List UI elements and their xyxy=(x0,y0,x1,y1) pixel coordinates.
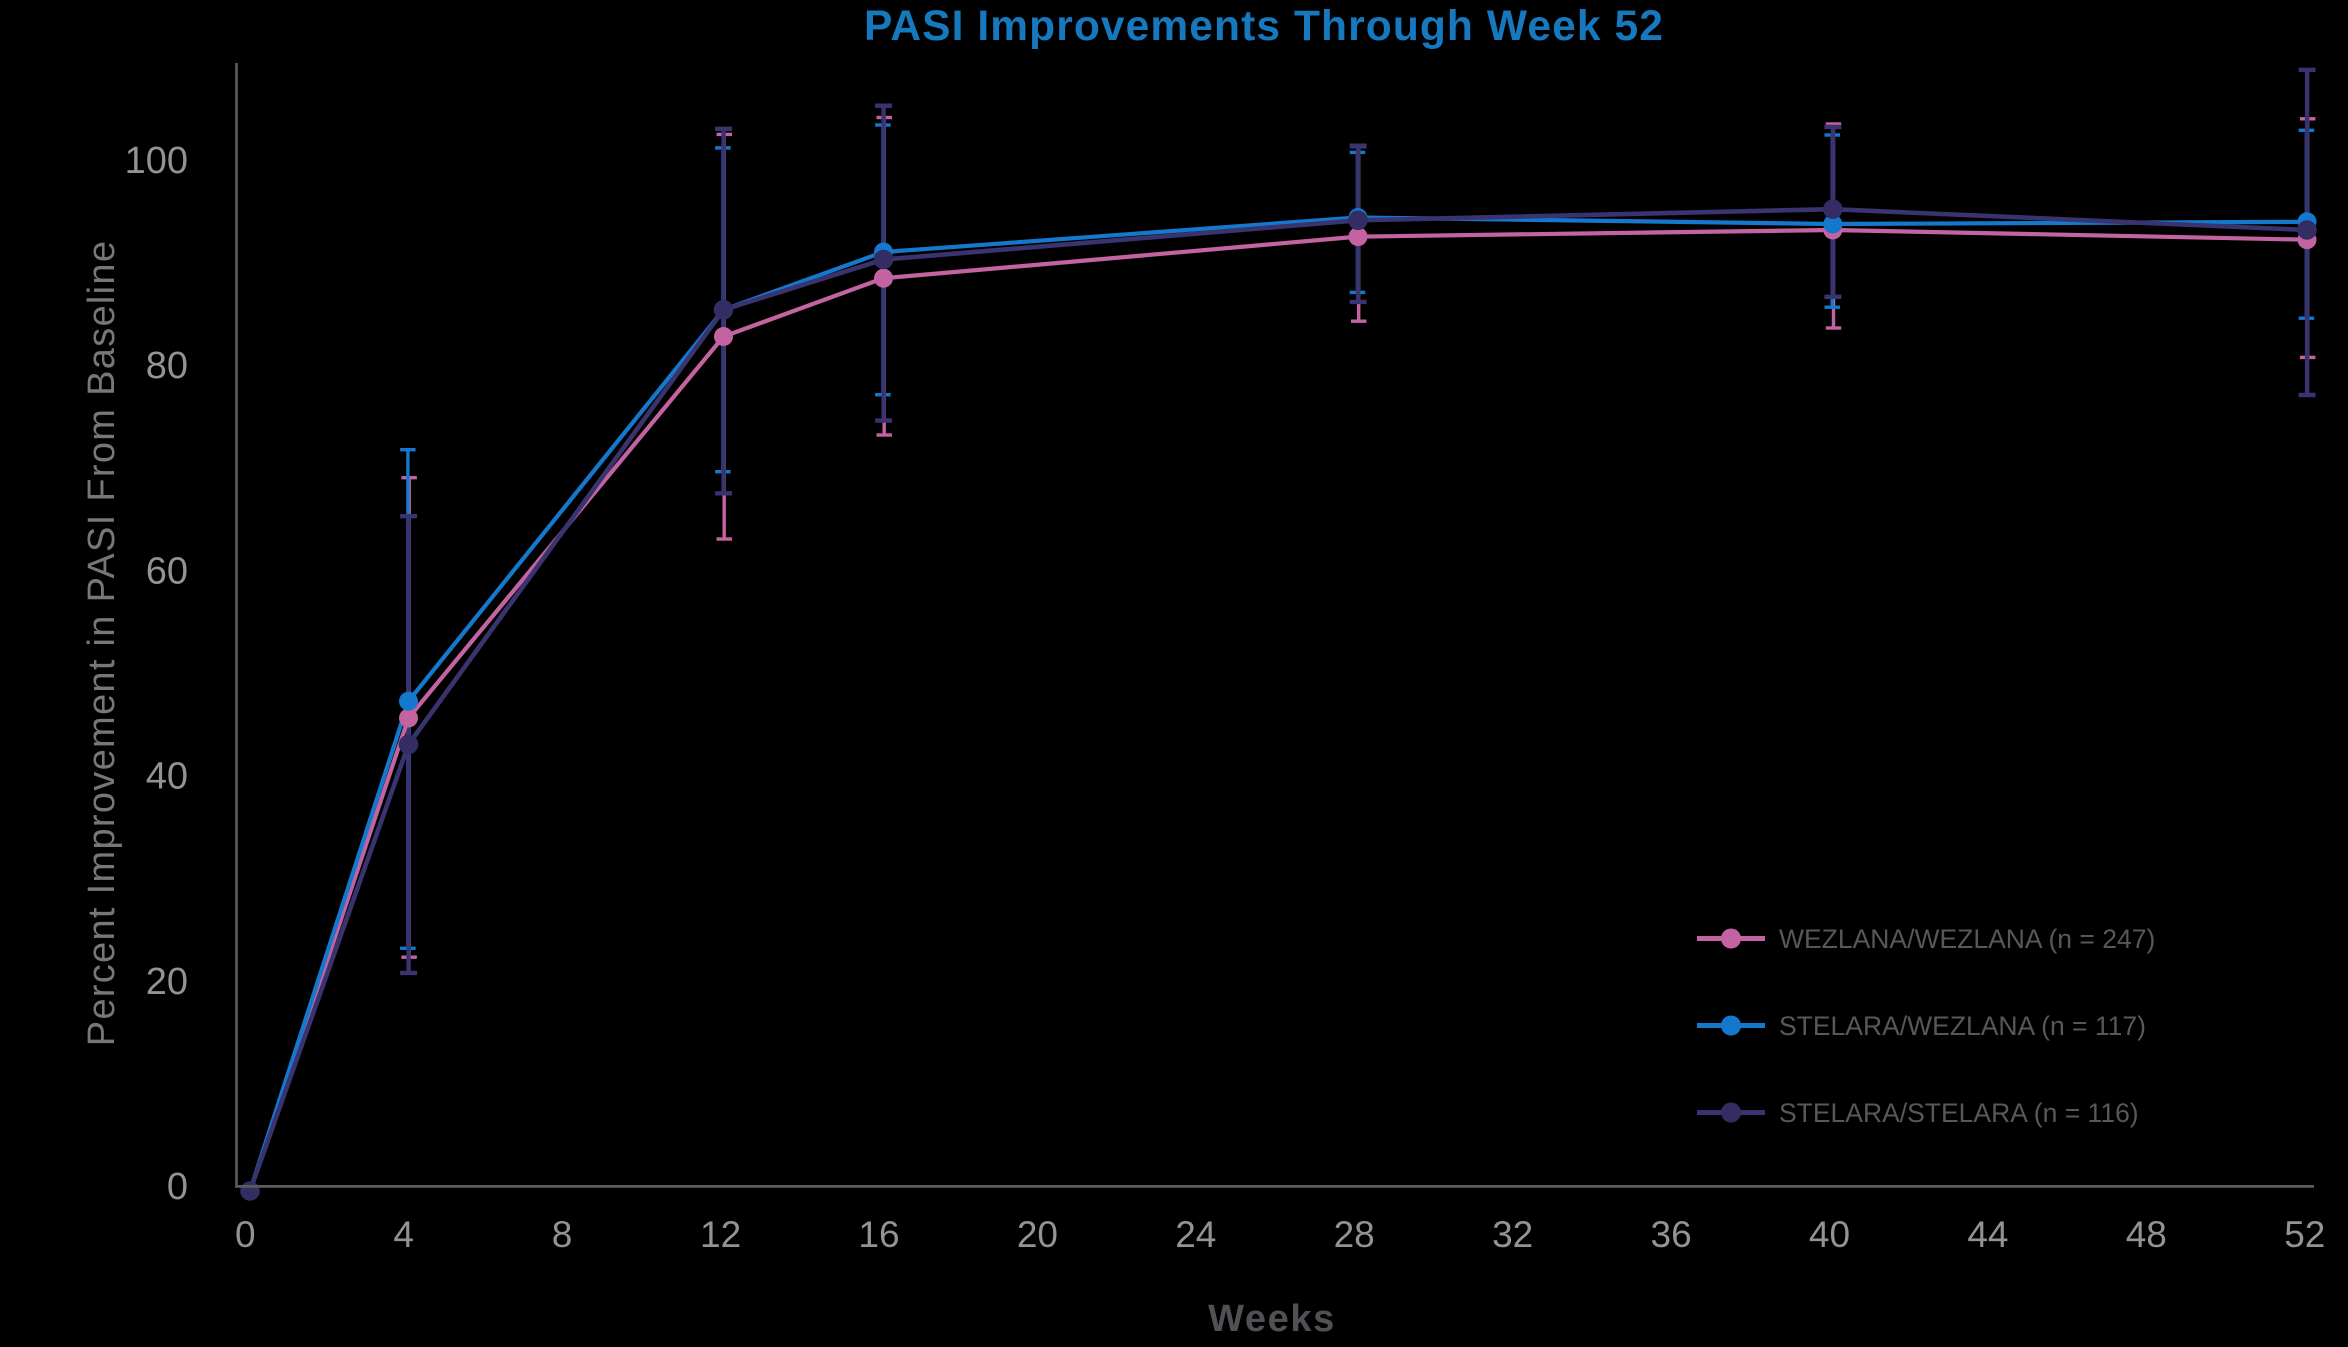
svg-text:60: 60 xyxy=(146,550,188,592)
svg-text:36: 36 xyxy=(1651,1214,1692,1255)
svg-text:44: 44 xyxy=(1967,1214,2008,1255)
svg-text:20: 20 xyxy=(1017,1214,1058,1255)
svg-text:24: 24 xyxy=(1175,1214,1216,1255)
svg-text:12: 12 xyxy=(700,1214,741,1255)
svg-text:80: 80 xyxy=(146,345,188,387)
svg-text:0: 0 xyxy=(235,1214,256,1255)
svg-text:32: 32 xyxy=(1492,1214,1533,1255)
svg-text:52: 52 xyxy=(2284,1214,2325,1255)
svg-text:40: 40 xyxy=(1809,1214,1850,1255)
svg-text:PASI Improvements Through Week: PASI Improvements Through Week 52 xyxy=(864,3,1664,50)
svg-text:28: 28 xyxy=(1334,1214,1375,1255)
svg-text:STELARA/STELARA (n = 116): STELARA/STELARA (n = 116) xyxy=(1779,1098,2139,1128)
svg-text:0: 0 xyxy=(167,1166,188,1208)
svg-text:8: 8 xyxy=(552,1214,573,1255)
svg-text:4: 4 xyxy=(393,1214,414,1255)
svg-text:16: 16 xyxy=(858,1214,899,1255)
svg-text:Weeks: Weeks xyxy=(1208,1298,1336,1340)
svg-text:100: 100 xyxy=(125,140,188,182)
svg-text:40: 40 xyxy=(146,756,188,798)
svg-text:WEZLANA/WEZLANA (n = 247): WEZLANA/WEZLANA (n = 247) xyxy=(1779,924,2155,954)
svg-text:Percent Improvement in PASI Fr: Percent Improvement in PASI From Baselin… xyxy=(81,240,123,1047)
svg-text:20: 20 xyxy=(146,961,188,1003)
svg-text:STELARA/WEZLANA (n = 117): STELARA/WEZLANA (n = 117) xyxy=(1779,1011,2146,1041)
svg-text:48: 48 xyxy=(2126,1214,2167,1255)
